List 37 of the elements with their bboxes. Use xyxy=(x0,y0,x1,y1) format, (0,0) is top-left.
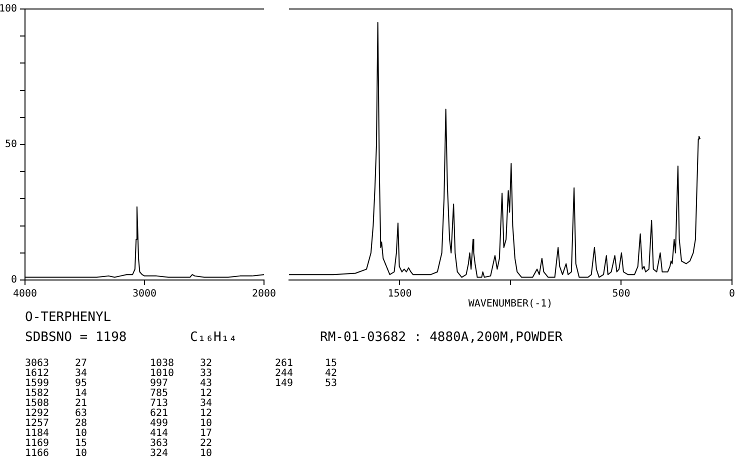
text: 1169 15 xyxy=(25,438,88,449)
text: 1292 63 xyxy=(25,408,88,419)
text: 1010 33 xyxy=(150,368,212,379)
text: 1184 10 xyxy=(25,428,88,439)
y-tick-label: 100 xyxy=(0,4,17,15)
text: 785 12 xyxy=(150,388,212,399)
text: 713 34 xyxy=(150,398,212,409)
y-tick-label: 50 xyxy=(4,139,17,150)
x-tick-label: 2000 xyxy=(252,288,276,300)
text: 499 10 xyxy=(150,418,212,429)
text: 261 15 xyxy=(275,358,338,369)
text: 1166 10 xyxy=(25,448,88,457)
x-tick-label: 0 xyxy=(728,288,736,300)
text: 244 42 xyxy=(275,368,338,379)
x-tick-label: 1500 xyxy=(388,288,412,300)
text: 1582 14 xyxy=(25,388,88,399)
text: SDBSNO = 1198 xyxy=(25,330,127,345)
x-axis-title: WAVENUMBER(-1) xyxy=(468,298,553,310)
text: 414 17 xyxy=(150,428,212,439)
text: 3063 27 xyxy=(25,358,88,369)
text: RM-01-03682 : 4880A,200M,POWDER xyxy=(320,330,563,345)
text: 363 22 xyxy=(150,438,212,449)
text: C₁₆H₁₄ xyxy=(190,330,237,345)
text: O-TERPHENYL xyxy=(25,310,112,325)
text: 1038 32 xyxy=(150,358,212,369)
text: 1612 34 xyxy=(25,368,88,379)
x-tick-label: 3000 xyxy=(132,288,157,300)
text: 324 10 xyxy=(150,448,212,457)
x-tick-label: 500 xyxy=(612,288,630,300)
y-tick-label: 0 xyxy=(10,274,17,286)
text: 1599 95 xyxy=(25,378,88,389)
text: 621 12 xyxy=(150,408,212,419)
text: 1508 21 xyxy=(25,398,88,409)
text: 149 53 xyxy=(275,378,338,389)
x-tick-label: 4000 xyxy=(12,288,38,300)
text: 1257 28 xyxy=(25,418,88,429)
text: 997 43 xyxy=(150,378,212,389)
